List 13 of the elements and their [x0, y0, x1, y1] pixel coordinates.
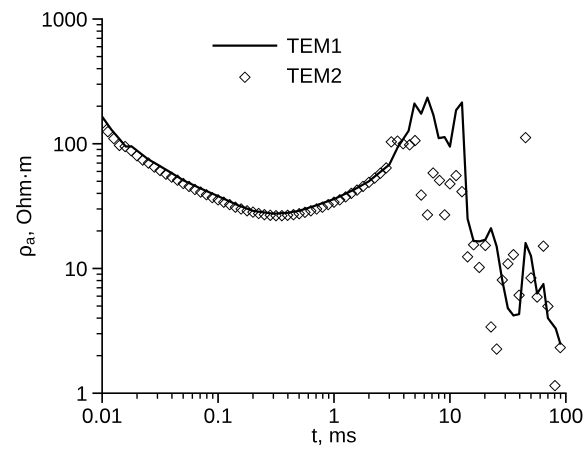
y-tick-label: 1000 [42, 12, 87, 27]
x-tick-label: 0.01 [82, 408, 122, 424]
y-tick-label: 10 [66, 261, 87, 276]
x-tick-label: 10 [440, 408, 461, 424]
y-axis-title: ρ$_{a}$, Ohm·m [16, 156, 36, 256]
x-axis-title: t, ms [312, 428, 356, 445]
y-tick-label: 100 [54, 136, 87, 152]
legend-label: TEM1 [287, 38, 342, 53]
legend-label: TEM2 [287, 68, 342, 83]
x-tick-label: 0.1 [204, 408, 232, 424]
y-tick-label: 1 [78, 386, 87, 401]
x-tick-label: 100 [550, 408, 582, 424]
x-tick-label: 1 [330, 408, 339, 423]
